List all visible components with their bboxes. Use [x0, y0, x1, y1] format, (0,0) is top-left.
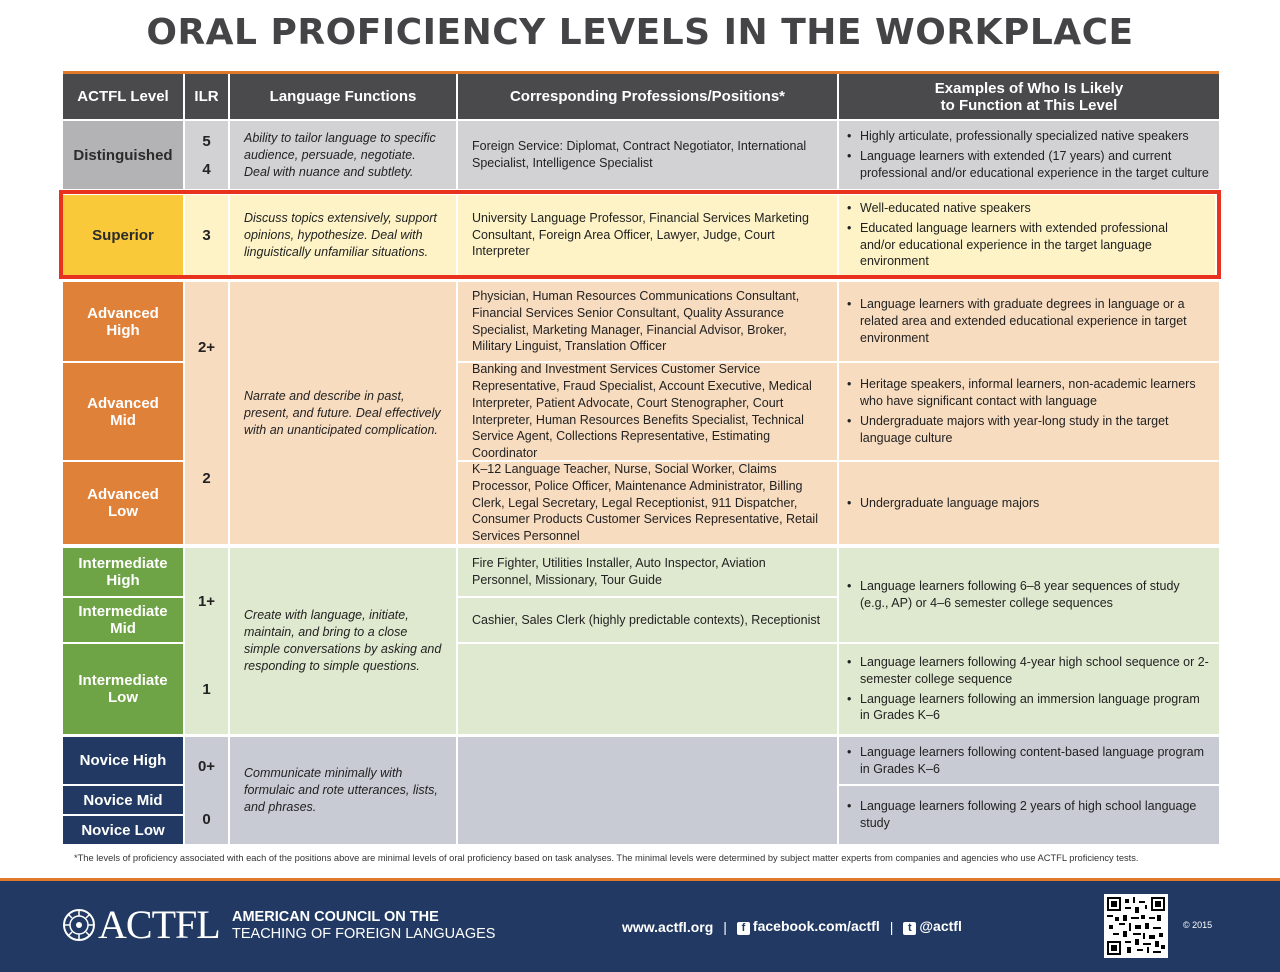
- actfl-seal-icon: [63, 909, 95, 941]
- ilr-advanced: 2: [185, 412, 228, 544]
- level-intermediate-mid: Intermediate Mid: [63, 598, 183, 642]
- list-item: Language learners following 6–8 year seq…: [847, 578, 1209, 612]
- level-label: Mid: [110, 411, 136, 429]
- level-advanced-low: Advanced Low: [63, 462, 183, 544]
- separator: |: [889, 918, 894, 935]
- list-item: Undergraduate majors with year-long stud…: [847, 413, 1209, 447]
- footer-bar: [0, 878, 1280, 972]
- level-superior: Superior: [63, 195, 183, 275]
- level-label: Advanced: [87, 304, 159, 322]
- level-label: Intermediate: [78, 555, 168, 572]
- professions-intermediate-high: Fire Fighter, Utilities Installer, Auto …: [458, 548, 837, 596]
- list-item: Language learners following an immersion…: [847, 691, 1209, 725]
- functions-novice: Communicate minimally with formulaic and…: [230, 737, 456, 844]
- twitter-label: @actfl: [919, 918, 962, 934]
- footnote: *The levels of proficiency associated wi…: [74, 853, 1139, 863]
- professions-advanced-mid: Banking and Investment Services Customer…: [458, 363, 837, 460]
- examples-advanced-mid: Heritage speakers, informal learners, no…: [839, 363, 1219, 460]
- ilr-5: 5: [202, 132, 211, 150]
- ilr-novice-plus: 0+: [185, 737, 228, 795]
- organization-name: AMERICAN COUNCIL ON THE TEACHING OF FORE…: [232, 909, 495, 943]
- website-link[interactable]: www.actfl.org: [622, 918, 714, 935]
- level-label: Low: [108, 503, 138, 520]
- level-label: Advanced: [87, 394, 159, 412]
- level-label: Intermediate: [78, 672, 168, 689]
- facebook-icon: f: [736, 922, 750, 935]
- list-item: Language learners following 2 years of h…: [847, 798, 1209, 832]
- examples-distinguished: Highly articulate, professionally specia…: [839, 121, 1219, 189]
- functions-distinguished: Ability to tailor language to specific a…: [230, 121, 456, 189]
- qr-code-graphic: [1107, 897, 1165, 955]
- level-label: Intermediate: [78, 603, 168, 620]
- list-item: Language learners with extended (17 year…: [847, 148, 1209, 182]
- ilr-superior: 3: [185, 195, 228, 275]
- header-examples-line1: Examples of Who Is Likely: [934, 79, 1124, 97]
- footer-rule: [0, 878, 1280, 881]
- functions-superior: Discuss topics extensively, support opin…: [230, 195, 456, 275]
- list-item: Educated language learners with extended…: [847, 220, 1205, 270]
- functions-advanced: Narrate and describe in past, present, a…: [230, 282, 456, 544]
- list-item: Highly articulate, professionally specia…: [847, 128, 1209, 145]
- ilr-advanced-plus: 2+: [185, 282, 228, 412]
- professions-intermediate-low: [458, 644, 837, 734]
- header-ilr: ILR: [185, 74, 228, 119]
- footer-links: www.actfl.org | f facebook.com/actfl | t @…: [622, 918, 962, 935]
- examples-advanced-high: Language learners with graduate degrees …: [839, 282, 1219, 361]
- level-novice-low: Novice Low: [63, 816, 183, 844]
- header-professions: Corresponding Professions/Positions*: [458, 74, 837, 119]
- page-title: ORAL PROFICIENCY LEVELS IN THE WORKPLACE: [146, 12, 1134, 53]
- facebook-label: facebook.com/actfl: [752, 918, 880, 934]
- ilr-distinguished: 5 4: [185, 121, 228, 189]
- title-rule: [63, 71, 1219, 74]
- level-novice-high: Novice High: [63, 737, 183, 784]
- examples-intermediate-high-mid: Language learners following 6–8 year seq…: [839, 548, 1219, 642]
- professions-advanced-low: K–12 Language Teacher, Nurse, Social Wor…: [458, 462, 837, 544]
- examples-novice-mid-low: Language learners following 2 years of h…: [839, 786, 1219, 844]
- professions-distinguished: Foreign Service: Diplomat, Contract Nego…: [458, 121, 837, 189]
- level-advanced-mid: Advanced Mid: [63, 363, 183, 460]
- list-item: Undergraduate language majors: [847, 495, 1209, 512]
- examples-intermediate-low: Language learners following 4-year high …: [839, 644, 1219, 734]
- ilr-novice: 0: [185, 795, 228, 844]
- list-item: Language learners following 4-year high …: [847, 654, 1209, 688]
- header-examples-line2: to Function at This Level: [940, 96, 1118, 114]
- list-item: Heritage speakers, informal learners, no…: [847, 376, 1209, 410]
- level-advanced-high: Advanced High: [63, 282, 183, 361]
- professions-advanced-high: Physician, Human Resources Communication…: [458, 282, 837, 361]
- header-language-functions: Language Functions: [230, 74, 456, 119]
- separator: |: [723, 918, 727, 935]
- professions-intermediate-mid: Cashier, Sales Clerk (highly predictable…: [458, 598, 837, 642]
- actfl-logo-text: ACTFL: [98, 902, 221, 947]
- level-label: Low: [108, 689, 138, 706]
- ilr-4: 4: [202, 160, 211, 178]
- header-examples: Examples of Who Is Likely to Function at…: [839, 74, 1219, 119]
- organization-line2: TEACHING OF FOREIGN LANGUAGES: [232, 926, 496, 942]
- level-distinguished: Distinguished: [63, 121, 183, 189]
- level-label: High: [106, 572, 140, 589]
- organization-line1: AMERICAN COUNCIL ON THE: [232, 909, 439, 925]
- twitter-icon: t: [903, 922, 917, 935]
- copyright: © 2015: [1183, 920, 1213, 930]
- functions-intermediate: Create with language, initiate, maintain…: [230, 548, 456, 734]
- list-item: Language learners following content-base…: [847, 744, 1209, 778]
- qr-code-icon[interactable]: [1104, 894, 1168, 958]
- ilr-intermediate: 1: [185, 644, 228, 734]
- level-label: Mid: [110, 620, 136, 637]
- level-novice-mid: Novice Mid: [63, 786, 183, 814]
- level-intermediate-low: Intermediate Low: [63, 644, 183, 734]
- facebook-link[interactable]: f facebook.com/actfl: [736, 918, 880, 935]
- twitter-link[interactable]: t @actfl: [903, 918, 962, 935]
- list-item: Well-educated native speakers: [847, 200, 1205, 217]
- professions-superior: University Language Professor, Financial…: [458, 195, 837, 275]
- header-actfl-level: ACTFL Level: [63, 74, 183, 119]
- ilr-intermediate-plus: 1+: [185, 548, 228, 654]
- level-label: Advanced: [87, 486, 159, 503]
- level-label: High: [106, 321, 140, 339]
- examples-novice-high: Language learners following content-base…: [839, 737, 1219, 784]
- list-item: Language learners with graduate degrees …: [847, 296, 1209, 346]
- examples-superior: Well-educated native speakers Educated l…: [839, 195, 1215, 275]
- professions-novice: [458, 737, 837, 844]
- level-intermediate-high: Intermediate High: [63, 548, 183, 596]
- examples-advanced-low: Undergraduate language majors: [839, 462, 1219, 544]
